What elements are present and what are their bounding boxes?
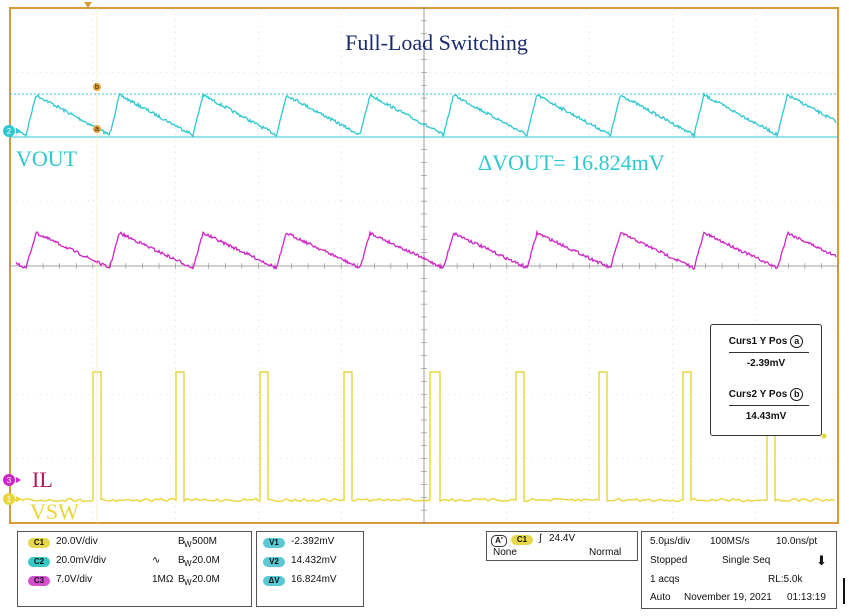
acq-state: Stopped xyxy=(650,555,688,566)
ch3-coupling: 1MΩ xyxy=(152,574,174,585)
ch3-marker-number: 3 xyxy=(7,476,12,485)
curs1-divider xyxy=(729,352,809,353)
trigger-auto: Auto xyxy=(650,592,671,603)
ch2-vout-trace xyxy=(15,91,837,139)
trigger-source[interactable]: C1 xyxy=(511,535,533,545)
trigger-level: 24.4V xyxy=(549,533,576,544)
acq-seq: Single Seq xyxy=(722,555,771,566)
trigger-position-icon xyxy=(84,2,92,8)
channel-settings-panel[interactable]: C1 20.0V/div B W 500M C2 20.0mV/div ∿ B … xyxy=(17,531,252,607)
v2-tag: V2 xyxy=(263,557,285,567)
ch1-vsw-trace xyxy=(13,371,836,503)
trigger-a-tag: A' xyxy=(491,535,507,547)
ch1-bw-suffix: W xyxy=(184,540,192,549)
ch2-bw: 20.0M xyxy=(192,555,220,566)
resolution: 10.0ns/pt xyxy=(776,536,818,547)
acq-count: 1 acqs xyxy=(650,574,680,585)
vsw-label: VSW xyxy=(30,499,79,524)
cursor-readout-box[interactable]: Curs1 Y Pos a -2.39mV Curs2 Y Pos b 14.43m… xyxy=(710,324,822,436)
cursor-a-letter: a xyxy=(95,126,99,133)
acq-date: November 19, 2021 xyxy=(684,592,772,603)
ch3-scale: 7.0V/div xyxy=(56,574,93,585)
curs2-label-row: Curs2 Y Pos b xyxy=(711,388,821,401)
arrow-down-icon: ⬇ xyxy=(816,553,827,568)
ch3-bw-prefix: B xyxy=(178,574,185,585)
ch3-marker-arrow-icon xyxy=(16,477,21,483)
ch2-tag[interactable]: C2 xyxy=(28,557,50,567)
curs1-value: -2.39mV xyxy=(746,358,786,369)
acq-time: 01:13:19 xyxy=(787,592,826,603)
time-per-div: 5.0µs/div xyxy=(650,536,691,547)
ch1-bw-prefix: B xyxy=(178,536,185,547)
vout-label: VOUT xyxy=(16,146,78,171)
cursor-measurements-panel[interactable]: V1 -2.392mV V2 14.432mV ΔV 16.824mV xyxy=(256,531,364,607)
ch2-coupling-icon: ∿ xyxy=(152,555,161,566)
curs1-circle-icon: a xyxy=(790,335,804,348)
cursor-lines: ab xyxy=(10,8,838,523)
trigger-slope-icon: ∫ xyxy=(539,533,542,544)
trigger-none: None xyxy=(493,547,517,558)
trigger-level-dot xyxy=(821,433,827,439)
curs2-value: 14.43mV xyxy=(745,411,787,422)
trigger-mode: Normal xyxy=(589,547,622,558)
dv-tag: ΔV xyxy=(263,576,285,586)
cursor-b-letter: b xyxy=(95,84,99,91)
il-label: IL xyxy=(32,467,53,492)
ch1-marker-arrow-icon xyxy=(16,496,21,502)
record-length: RL:5.0k xyxy=(768,574,803,585)
curs2-divider xyxy=(729,405,809,406)
ch3-il-trace xyxy=(15,229,837,271)
delta-vout-label: ΔVOUT= 16.824mV xyxy=(478,150,665,175)
ch3-bw-suffix: W xyxy=(184,578,192,587)
v2-value: 14.432mV xyxy=(291,555,337,566)
ch1-tag[interactable]: C1 xyxy=(28,538,50,548)
curs1-label: Curs1 Y Pos xyxy=(728,336,788,348)
ch3-bw: 20.0M xyxy=(192,574,220,585)
curs2-label: Curs2 Y Pos xyxy=(728,389,788,401)
corner-marker xyxy=(843,578,845,604)
ch1-marker-dot xyxy=(3,493,15,505)
ch1-bw: 500M xyxy=(192,536,218,547)
sample-rate: 100MS/s xyxy=(710,536,750,547)
trigger-panel[interactable]: A' C1 ∫ 24.4V None Normal xyxy=(486,531,638,561)
waveform-traces xyxy=(13,91,837,503)
ch3-marker-dot xyxy=(3,474,15,486)
ch2-bw-suffix: W xyxy=(184,559,192,568)
status-bar: C1 20.0V/div B W 500M C2 20.0mV/div ∿ B … xyxy=(0,527,849,616)
ch3-tag[interactable]: C3 xyxy=(28,576,50,586)
ch1-scale: 20.0V/div xyxy=(56,536,98,547)
curs2-circle-icon: b xyxy=(790,388,804,401)
timebase-panel[interactable]: 5.0µs/div 100MS/s 10.0ns/pt Stopped Sing… xyxy=(641,531,837,609)
dv-value: 16.824mV xyxy=(291,574,337,585)
ch1-marker-number: 1 xyxy=(7,495,12,504)
channel-markers: 2 3 1 xyxy=(3,125,827,505)
ch2-marker-dot xyxy=(3,125,15,137)
cursor-a-dot xyxy=(93,125,101,133)
v1-tag: V1 xyxy=(263,538,285,548)
cursor-b-dot xyxy=(93,83,101,91)
ch2-bw-prefix: B xyxy=(178,555,185,566)
ch2-marker-arrow-icon xyxy=(16,128,21,134)
v1-value: -2.392mV xyxy=(291,536,335,547)
graticule-grid xyxy=(9,2,839,524)
ch2-scale: 20.0mV/div xyxy=(56,555,107,566)
ch2-marker-number: 2 xyxy=(7,127,12,136)
curs1-label-row: Curs1 Y Pos a xyxy=(711,335,821,348)
